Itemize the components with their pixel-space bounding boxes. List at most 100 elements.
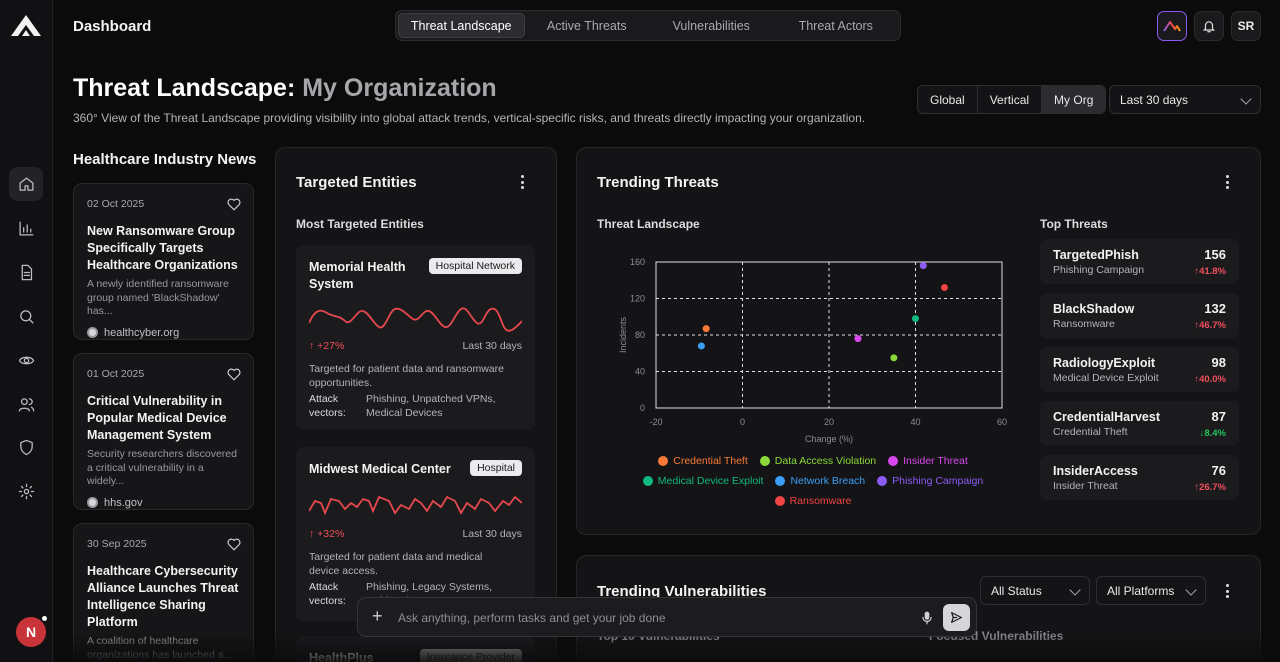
users-icon [18,397,34,412]
sidebar-item-monitoring[interactable] [9,343,43,377]
legend-swatch [775,476,786,486]
news-card[interactable]: 02 Oct 2025 New Ransomware Group Specifi… [73,183,254,340]
threat-delta: ↑41.8% [1194,266,1226,277]
brand-button[interactable] [1157,11,1187,41]
notifications-button[interactable] [1194,11,1224,41]
y-tick-label: 40 [635,367,645,377]
trending-threats-title: Trending Threats [597,174,719,191]
bell-icon [1202,20,1216,32]
scope-my-org[interactable]: My Org [1042,86,1106,113]
legend-item[interactable]: Insider Threat [888,455,968,467]
page-title-main: Threat Landscape: [73,74,296,102]
news-card[interactable]: 30 Sep 2025 Healthcare Cybersecurity All… [73,523,254,662]
entity-sparkline [309,307,522,332]
sidebar-item-analytics[interactable] [9,211,43,245]
top-threat-item[interactable]: BlackShadow Ransomware 132 ↑46.7% [1040,293,1239,338]
news-source[interactable]: healthcyber.org [87,327,240,339]
targeted-entities-title: Targeted Entities [296,174,417,191]
news-date: 01 Oct 2025 [87,368,145,380]
legend-row: Credential Theft Data Access Violation Ins… [597,455,1029,467]
sidebar-item-home[interactable] [9,167,43,201]
entity-type-badge: Hospital Network [428,258,522,274]
top-threat-item[interactable]: TargetedPhish Phishing Campaign 156 ↑41.… [1040,239,1239,284]
page-subtitle: 360° View of the Threat Landscape provid… [73,111,866,125]
plus-icon[interactable]: + [372,606,383,626]
legend-label: Ransomware [789,495,852,507]
trending-menu-icon[interactable] [1225,175,1229,189]
user-menu-button[interactable]: SR [1231,11,1261,41]
platform-select[interactable]: All Platforms [1096,576,1206,605]
threat-delta: ↑46.7% [1194,320,1226,331]
bar-chart-icon [18,220,34,236]
news-source[interactable]: hhs.gov [87,497,240,509]
scope-vertical[interactable]: Vertical [978,86,1043,113]
entity-card[interactable]: Midwest Medical Center Hospital ↑ +32% L… [296,447,535,622]
entity-card[interactable]: HealthPlus Insurance Provider [296,636,535,662]
news-headline: New Ransomware Group Specifically Target… [87,224,238,272]
legend-item[interactable]: Medical Device Exploit [642,475,764,487]
app-logo[interactable] [9,12,43,38]
status-select[interactable]: All Status [980,576,1090,605]
top-threat-item[interactable]: CredentialHarvest Credential Theft 87 ↓8… [1040,401,1239,446]
vulns-menu-icon[interactable] [1225,584,1229,598]
tab-vulnerabilities[interactable]: Vulnerabilities [672,18,750,33]
entity-card[interactable]: Memorial Health System Hospital Network … [296,245,535,430]
x-tick-label: -20 [649,417,662,427]
news-card[interactable]: 01 Oct 2025 Critical Vulnerability in Po… [73,353,254,510]
tab-threat-landscape[interactable]: Threat Landscape [398,13,525,38]
threat-name: RadiologyExploit [1053,356,1156,370]
legend-label: Phishing Campaign [892,475,984,487]
heart-icon[interactable] [227,368,241,381]
heart-icon[interactable] [227,198,241,211]
threat-delta: ↑40.0% [1194,374,1226,385]
user-avatar[interactable]: N [16,614,49,647]
data-point [940,284,948,292]
legend-item[interactable]: Network Breach [775,475,865,487]
shield-icon [19,439,33,455]
entity-description: Targeted for patient data and medical de… [309,551,483,577]
threat-category: Medical Device Exploit [1053,372,1159,384]
x-tick-label: 60 [997,417,1007,427]
globe-icon [87,497,98,508]
legend-item[interactable]: Credential Theft [658,455,748,467]
top-threat-item[interactable]: RadiologyExploit Medical Device Exploit … [1040,347,1239,392]
legend-item[interactable]: Ransomware [774,495,852,507]
chart-points [697,262,948,362]
microphone-icon[interactable] [920,610,934,626]
sidebar-item-settings[interactable] [9,474,43,508]
targeted-menu-icon[interactable] [520,175,524,189]
sidebar-item-reports[interactable] [9,255,43,289]
chat-input[interactable] [398,608,898,628]
x-axis-label: Change (%) [805,434,853,444]
sidebar-item-search[interactable] [9,299,43,333]
x-tick-label: 40 [910,417,920,427]
x-tick-label: 0 [740,417,745,427]
brand-logo-icon [1163,21,1181,32]
y-tick-label: 120 [630,294,645,304]
data-point [919,262,927,270]
threat-count: 132 [1204,301,1226,316]
entity-name: HealthPlus [309,651,374,662]
threat-delta: ↓8.4% [1199,428,1226,439]
top-threat-item[interactable]: InsiderAccess Insider Threat 76 ↑26.7% [1040,455,1239,500]
send-button[interactable] [943,604,970,631]
heart-icon[interactable] [227,538,241,551]
sidebar-item-security[interactable] [9,430,43,464]
tab-threat-actors[interactable]: Threat Actors [798,18,873,33]
news-description: A coalition of healthcare organizations … [87,635,233,661]
legend-item[interactable]: Data Access Violation [759,455,877,467]
scope-global[interactable]: Global [918,86,978,113]
chevron-down-icon [1069,584,1081,596]
legend-label: Data Access Violation [774,455,877,467]
sidebar-item-users[interactable] [9,387,43,421]
legend-row: Medical Device Exploit Network Breach Phis… [597,475,1029,487]
news-headline: Critical Vulnerability in Popular Medica… [87,394,227,442]
globe-icon [87,327,98,338]
legend-label: Medical Device Exploit [657,475,764,487]
period-select[interactable]: Last 30 days [1109,85,1261,114]
threat-scatter-chart: -20 0 20 40 60 0 40 80 120 160 Change (%) Inciden… [618,257,1007,444]
attack-vectors-value: Phishing, Unpatched VPNs, Medical Device… [366,393,496,419]
legend-item[interactable]: Phishing Campaign [877,475,983,487]
send-icon [951,612,962,623]
tab-active-threats[interactable]: Active Threats [546,18,627,33]
